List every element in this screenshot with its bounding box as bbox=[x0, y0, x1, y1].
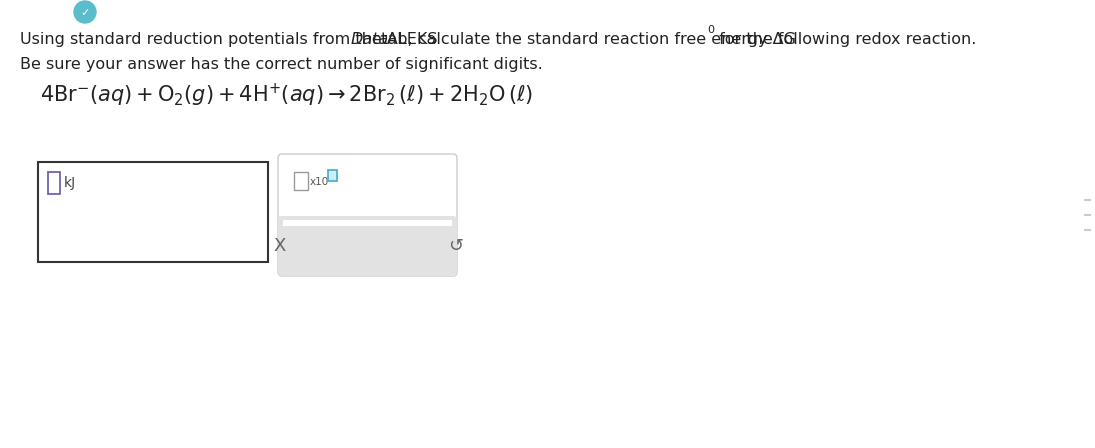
Text: for the following redox reaction.: for the following redox reaction. bbox=[714, 32, 977, 47]
Bar bbox=[38, 162, 268, 262]
Text: Data: Data bbox=[350, 32, 389, 47]
Text: ✓: ✓ bbox=[80, 8, 90, 18]
FancyBboxPatch shape bbox=[278, 216, 457, 276]
Bar bbox=[293, 172, 308, 190]
Bar bbox=[328, 170, 337, 181]
Text: Be sure your answer has the correct number of significant digits.: Be sure your answer has the correct numb… bbox=[20, 57, 543, 72]
Text: X: X bbox=[273, 237, 286, 255]
FancyBboxPatch shape bbox=[278, 154, 457, 276]
Text: kJ: kJ bbox=[64, 176, 77, 190]
Bar bbox=[283, 220, 452, 226]
Text: Using standard reduction potentials from the ALEKS: Using standard reduction potentials from… bbox=[20, 32, 442, 47]
Text: x10: x10 bbox=[310, 177, 330, 187]
Text: tab, calculate the standard reaction free energy ΔG: tab, calculate the standard reaction fre… bbox=[377, 32, 796, 47]
Bar bbox=[48, 172, 60, 194]
Text: 0: 0 bbox=[707, 25, 714, 35]
Text: ↺: ↺ bbox=[448, 237, 463, 255]
Circle shape bbox=[74, 1, 96, 23]
Text: $4\mathrm{Br}^{-}(aq)+\mathrm{O}_2(g)+4\mathrm{H}^{+}(aq)\rightarrow 2\mathrm{Br: $4\mathrm{Br}^{-}(aq)+\mathrm{O}_2(g)+4\… bbox=[41, 82, 533, 109]
